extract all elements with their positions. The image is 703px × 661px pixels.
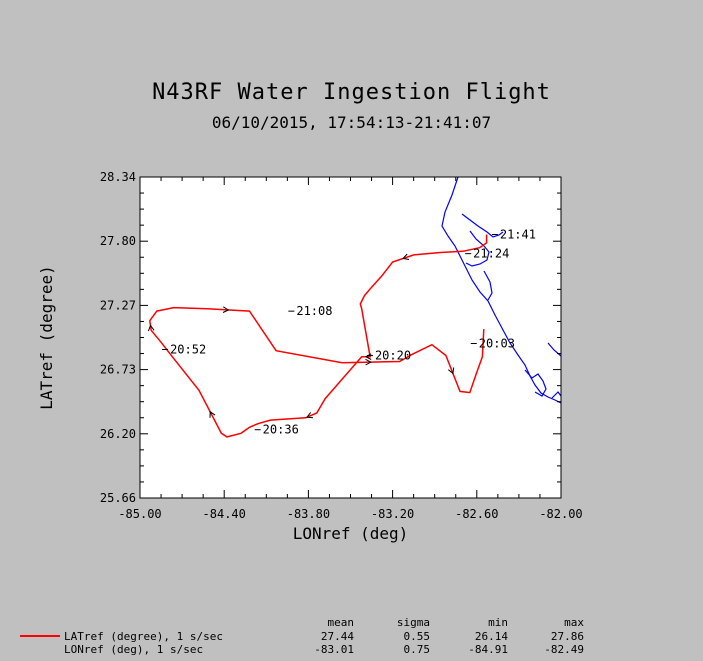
coastline-segment: [465, 230, 490, 267]
coastline-segment: [524, 369, 547, 397]
coastline-segment: [461, 213, 504, 238]
direction-arrow: [306, 412, 314, 419]
y-tick-label: 26.20: [100, 427, 136, 441]
stat-lon-max: -82.49: [544, 643, 584, 656]
coastline-segment: [483, 270, 493, 301]
x-tick-label: -84.40: [203, 507, 246, 521]
stat-lon-mean: -83.01: [314, 643, 354, 656]
chart-subtitle: 06/10/2015, 17:54:13-21:41:07: [211, 113, 492, 132]
time-label: 20:03: [479, 336, 515, 350]
time-label: 21:08: [296, 304, 332, 318]
time-label: 20:20: [375, 348, 411, 362]
stat-lat-mean: 27.44: [320, 630, 354, 643]
x-tick-label: -82.60: [455, 507, 498, 521]
coastline-segment: [441, 176, 562, 404]
y-tick-label: 27.80: [100, 234, 136, 248]
stat-lon-sigma: 0.75: [403, 643, 431, 656]
time-label: 21:24: [473, 247, 509, 261]
stat-lat-sigma: 0.55: [403, 630, 431, 643]
chart-title: N43RF Water Ingestion Flight: [152, 80, 551, 105]
direction-arrow: [209, 410, 216, 418]
stat-lon-min: -84.91: [468, 643, 508, 656]
time-label: 20:36: [263, 423, 299, 437]
stats-header-sigma: sigma: [396, 616, 430, 629]
stats-header-min: min: [488, 616, 508, 629]
legend-label-latref: LATref (degree), 1 s/sec: [64, 630, 223, 643]
legend-label-lonref: LONref (deg), 1 s/sec: [64, 643, 204, 656]
stat-lat-min: 26.14: [474, 630, 508, 643]
y-tick-label: 26.73: [100, 363, 136, 377]
direction-arrow: [147, 324, 155, 332]
statistics-legend: mean sigma min max LATref (degree), 1 s/…: [0, 615, 703, 661]
y-tick-label: 25.66: [100, 491, 136, 505]
x-tick-label: -83.20: [371, 507, 414, 521]
direction-arrow: [402, 253, 410, 260]
direction-arrow: [447, 367, 455, 375]
y-axis-label: LATref (degree): [37, 265, 56, 410]
x-tick-label: -85.00: [118, 507, 161, 521]
direction-arrow: [222, 306, 230, 313]
x-axis-label: LONref (deg): [293, 524, 409, 543]
stats-header-max: max: [564, 616, 584, 629]
stat-lat-max: 27.86: [550, 630, 584, 643]
y-tick-label: 28.34: [100, 170, 136, 184]
direction-arrow: [364, 353, 372, 360]
coastline-segment: [551, 391, 562, 399]
y-tick-label: 27.27: [100, 298, 136, 312]
time-label: 20:52: [170, 342, 206, 356]
plot-area: [140, 177, 561, 498]
x-tick-label: -83.80: [287, 507, 330, 521]
flight-track-line: [149, 234, 488, 438]
time-label: 21:41: [500, 227, 536, 241]
stats-header-mean: mean: [327, 616, 355, 629]
x-tick-label: -82.00: [539, 507, 582, 521]
direction-arrow: [365, 358, 372, 366]
legend-red-line: [20, 635, 60, 637]
